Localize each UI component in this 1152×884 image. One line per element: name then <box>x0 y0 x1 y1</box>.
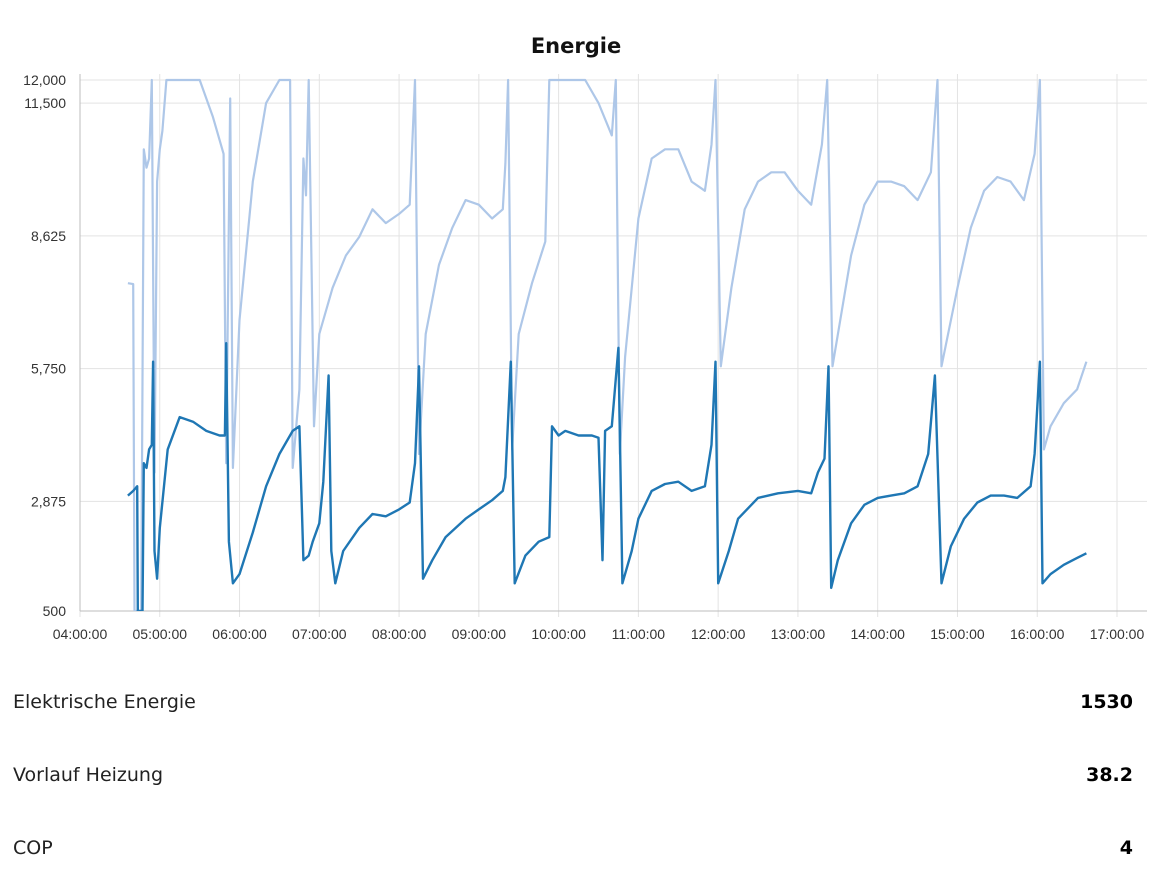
x-tick-label: 08:00:00 <box>372 626 427 642</box>
info-value: 38.2 <box>1086 763 1133 786</box>
series-line-dark <box>127 342 1087 611</box>
info-label: Vorlauf Heizung <box>13 763 164 786</box>
y-tick-label: 11,500 <box>24 95 66 111</box>
info-row-flow-temperature: Vorlauf Heizung 38.2 <box>13 738 1133 811</box>
y-tick-label: 8,625 <box>31 228 66 244</box>
info-list: Elektrische Energie 1530 Vorlauf Heizung… <box>13 665 1133 884</box>
info-row-electric-energy: Elektrische Energie 1530 <box>13 665 1133 738</box>
x-tick-label: 14:00:00 <box>850 626 905 642</box>
chart-series <box>127 78 1088 611</box>
chart-title: Energie <box>531 34 621 58</box>
x-tick-label: 17:00:00 <box>1090 626 1145 642</box>
chart-axes: 04:00:00 05:00:00 06:00:00 07:00:00 08:00:00… <box>23 72 1147 642</box>
info-value: 1530 <box>1080 690 1133 713</box>
series-line-light <box>127 78 1088 611</box>
x-tick-label: 11:00:00 <box>612 626 666 642</box>
energy-chart: Energie 04:00:00 05:00:00 06:00:00 07:00:00… <box>23 34 1147 642</box>
info-label: Elektrische Energie <box>13 690 196 713</box>
x-tick-label: 06:00:00 <box>212 626 267 642</box>
x-tick-label: 10:00:00 <box>531 626 586 642</box>
x-tick-label: 09:00:00 <box>452 626 507 642</box>
info-row-cop: COP 4 <box>13 811 1133 884</box>
x-tick-label: 13:00:00 <box>771 626 826 642</box>
info-label: COP <box>13 836 53 859</box>
x-tick-label: 07:00:00 <box>292 626 347 642</box>
y-tick-label: 12,000 <box>23 72 66 88</box>
y-tick-label: 5,750 <box>31 361 66 377</box>
chart-grid <box>79 74 1147 617</box>
x-tick-label: 15:00:00 <box>930 626 985 642</box>
x-tick-label: 04:00:00 <box>53 626 108 642</box>
y-tick-label: 2,875 <box>31 493 66 509</box>
x-tick-label: 05:00:00 <box>133 626 188 642</box>
info-value: 4 <box>1119 836 1133 859</box>
y-tick-label: 500 <box>43 603 67 619</box>
x-tick-label: 12:00:00 <box>691 626 746 642</box>
x-tick-label: 16:00:00 <box>1010 626 1065 642</box>
